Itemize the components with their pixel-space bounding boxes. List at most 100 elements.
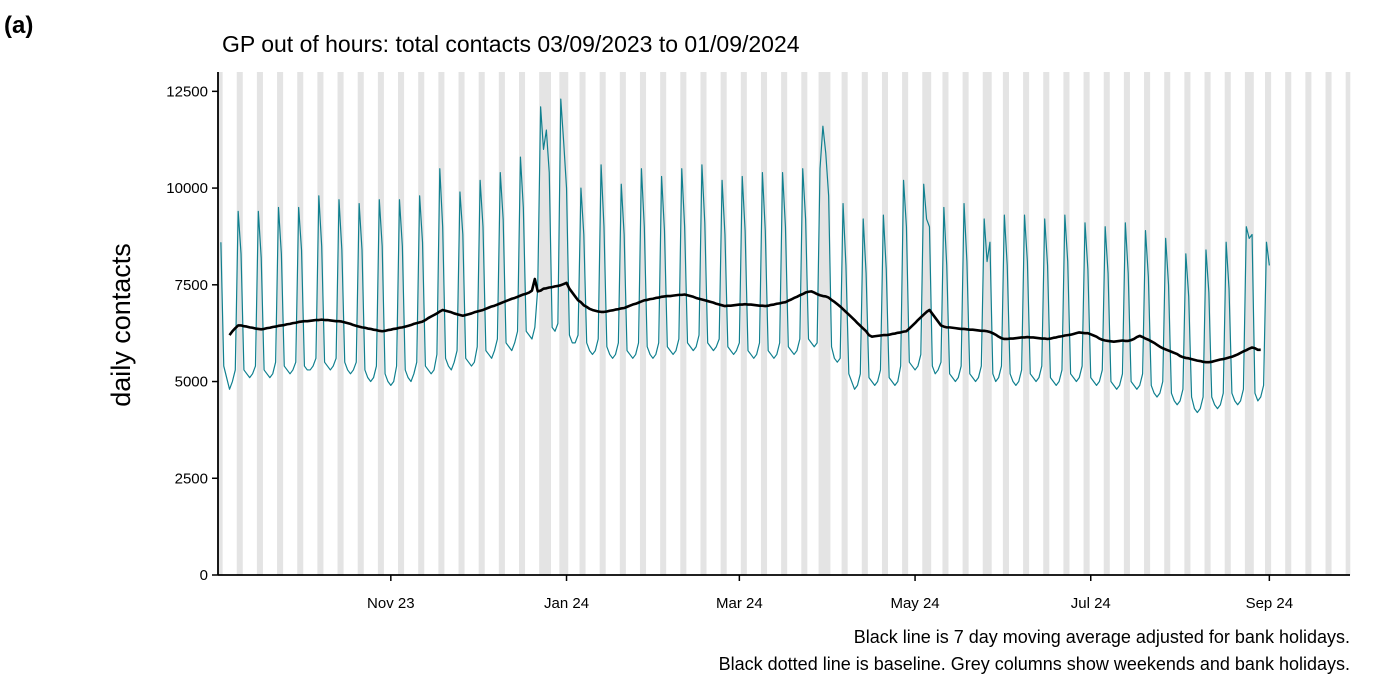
weekend-column	[942, 72, 946, 575]
x-tick-label: Mar 24	[716, 595, 763, 612]
weekend-column	[1288, 72, 1292, 575]
weekend-column	[239, 72, 243, 575]
weekend-column	[821, 72, 825, 575]
weekend-column	[700, 72, 704, 575]
weekend-column	[1184, 72, 1188, 575]
weekend-column	[360, 72, 364, 575]
weekend-column	[337, 72, 341, 575]
weekend-column	[1066, 72, 1070, 575]
weekend-column	[841, 72, 845, 575]
weekend-column	[1023, 72, 1027, 575]
weekend-column	[925, 72, 929, 575]
weekend-column	[801, 72, 805, 575]
weekend-column	[547, 72, 551, 575]
weekend-column	[398, 72, 402, 575]
weekend-column	[1086, 72, 1090, 575]
weekend-column	[279, 72, 284, 575]
y-axis-title: daily contacts	[106, 243, 136, 407]
weekend-column	[357, 72, 361, 575]
weekend-column	[740, 72, 744, 575]
weekend-column	[985, 72, 989, 575]
weekend-column	[498, 72, 503, 575]
weekend-column	[1308, 72, 1312, 575]
weekend-column	[1285, 72, 1289, 575]
weekend-column	[438, 72, 442, 575]
weekend-column	[320, 72, 324, 575]
weekend-column	[521, 72, 526, 575]
weekend-column	[219, 72, 223, 575]
weekend-column	[421, 72, 425, 575]
weekend-column	[501, 72, 505, 575]
weekend-column	[1144, 72, 1148, 575]
weekend-column	[256, 72, 261, 575]
weekend-column	[1345, 72, 1349, 575]
weekend-column	[720, 72, 724, 575]
weekend-column	[317, 72, 321, 575]
weekend-column	[619, 72, 623, 575]
y-tick-label: 12500	[166, 83, 208, 100]
x-tick-label: Sep 24	[1246, 595, 1294, 612]
weekend-column	[864, 72, 868, 575]
weekend-column	[277, 72, 281, 575]
weekend-column	[1164, 72, 1168, 575]
weekend-column	[1267, 72, 1272, 575]
weekend-column	[1250, 72, 1254, 575]
weekend-column	[922, 72, 926, 575]
weekend-column	[542, 72, 546, 575]
moving-average-line	[228, 277, 1261, 364]
weekend-column	[340, 72, 344, 575]
weekend-column	[962, 72, 966, 575]
weekend-column	[928, 72, 932, 575]
weekend-column	[300, 72, 304, 575]
weekend-column	[1265, 72, 1269, 575]
weekend-column	[377, 72, 382, 575]
weekend-column	[1146, 72, 1151, 575]
y-tick-label: 7500	[175, 277, 208, 294]
weekend-column	[1103, 72, 1107, 575]
weekend-column	[1046, 72, 1050, 575]
y-tick-label: 10000	[166, 180, 208, 197]
weekend-column	[458, 72, 462, 575]
weekend-column	[784, 72, 788, 575]
x-tick-label: Jan 24	[544, 595, 589, 612]
weekend-column	[1227, 72, 1231, 575]
weekend-column	[559, 72, 563, 575]
weekend-column	[1204, 72, 1208, 575]
weekend-column	[1348, 72, 1351, 575]
weekend-column	[1005, 72, 1009, 575]
weekend-column	[544, 72, 549, 575]
weekend-column	[1224, 72, 1228, 575]
weekend-column	[1063, 72, 1067, 575]
weekend-column	[904, 72, 909, 575]
weekend-column	[441, 72, 445, 575]
weekend-column	[380, 72, 384, 575]
weekend-column	[881, 72, 886, 575]
weekend-column	[642, 72, 647, 575]
weekend-column	[1325, 72, 1329, 575]
weekend-column	[861, 72, 865, 575]
y-tick-label: 2500	[175, 470, 208, 487]
weekend-column	[945, 72, 949, 575]
daily-line	[220, 98, 1270, 414]
weekend-column	[1083, 72, 1087, 575]
weekend-column	[400, 72, 405, 575]
weekend-column	[582, 72, 586, 575]
weekend-column	[461, 72, 465, 575]
weekend-column	[1106, 72, 1110, 575]
weekend-column	[818, 72, 822, 575]
weekend-column	[827, 72, 831, 575]
weekend-column	[1043, 72, 1047, 575]
footnote: Black line is 7 day moving average adjus…	[854, 627, 1350, 647]
weekend-column	[1002, 72, 1007, 575]
weekend-column	[804, 72, 808, 575]
weekend-column	[478, 72, 482, 575]
weekend-column	[1247, 72, 1251, 575]
weekend-column	[663, 72, 667, 575]
weekend-column	[599, 72, 603, 575]
weekend-column	[902, 72, 906, 575]
weekend-column	[539, 72, 543, 575]
weekend-column	[562, 72, 566, 575]
weekend-column	[1207, 72, 1211, 575]
y-tick-label: 0	[200, 567, 208, 584]
